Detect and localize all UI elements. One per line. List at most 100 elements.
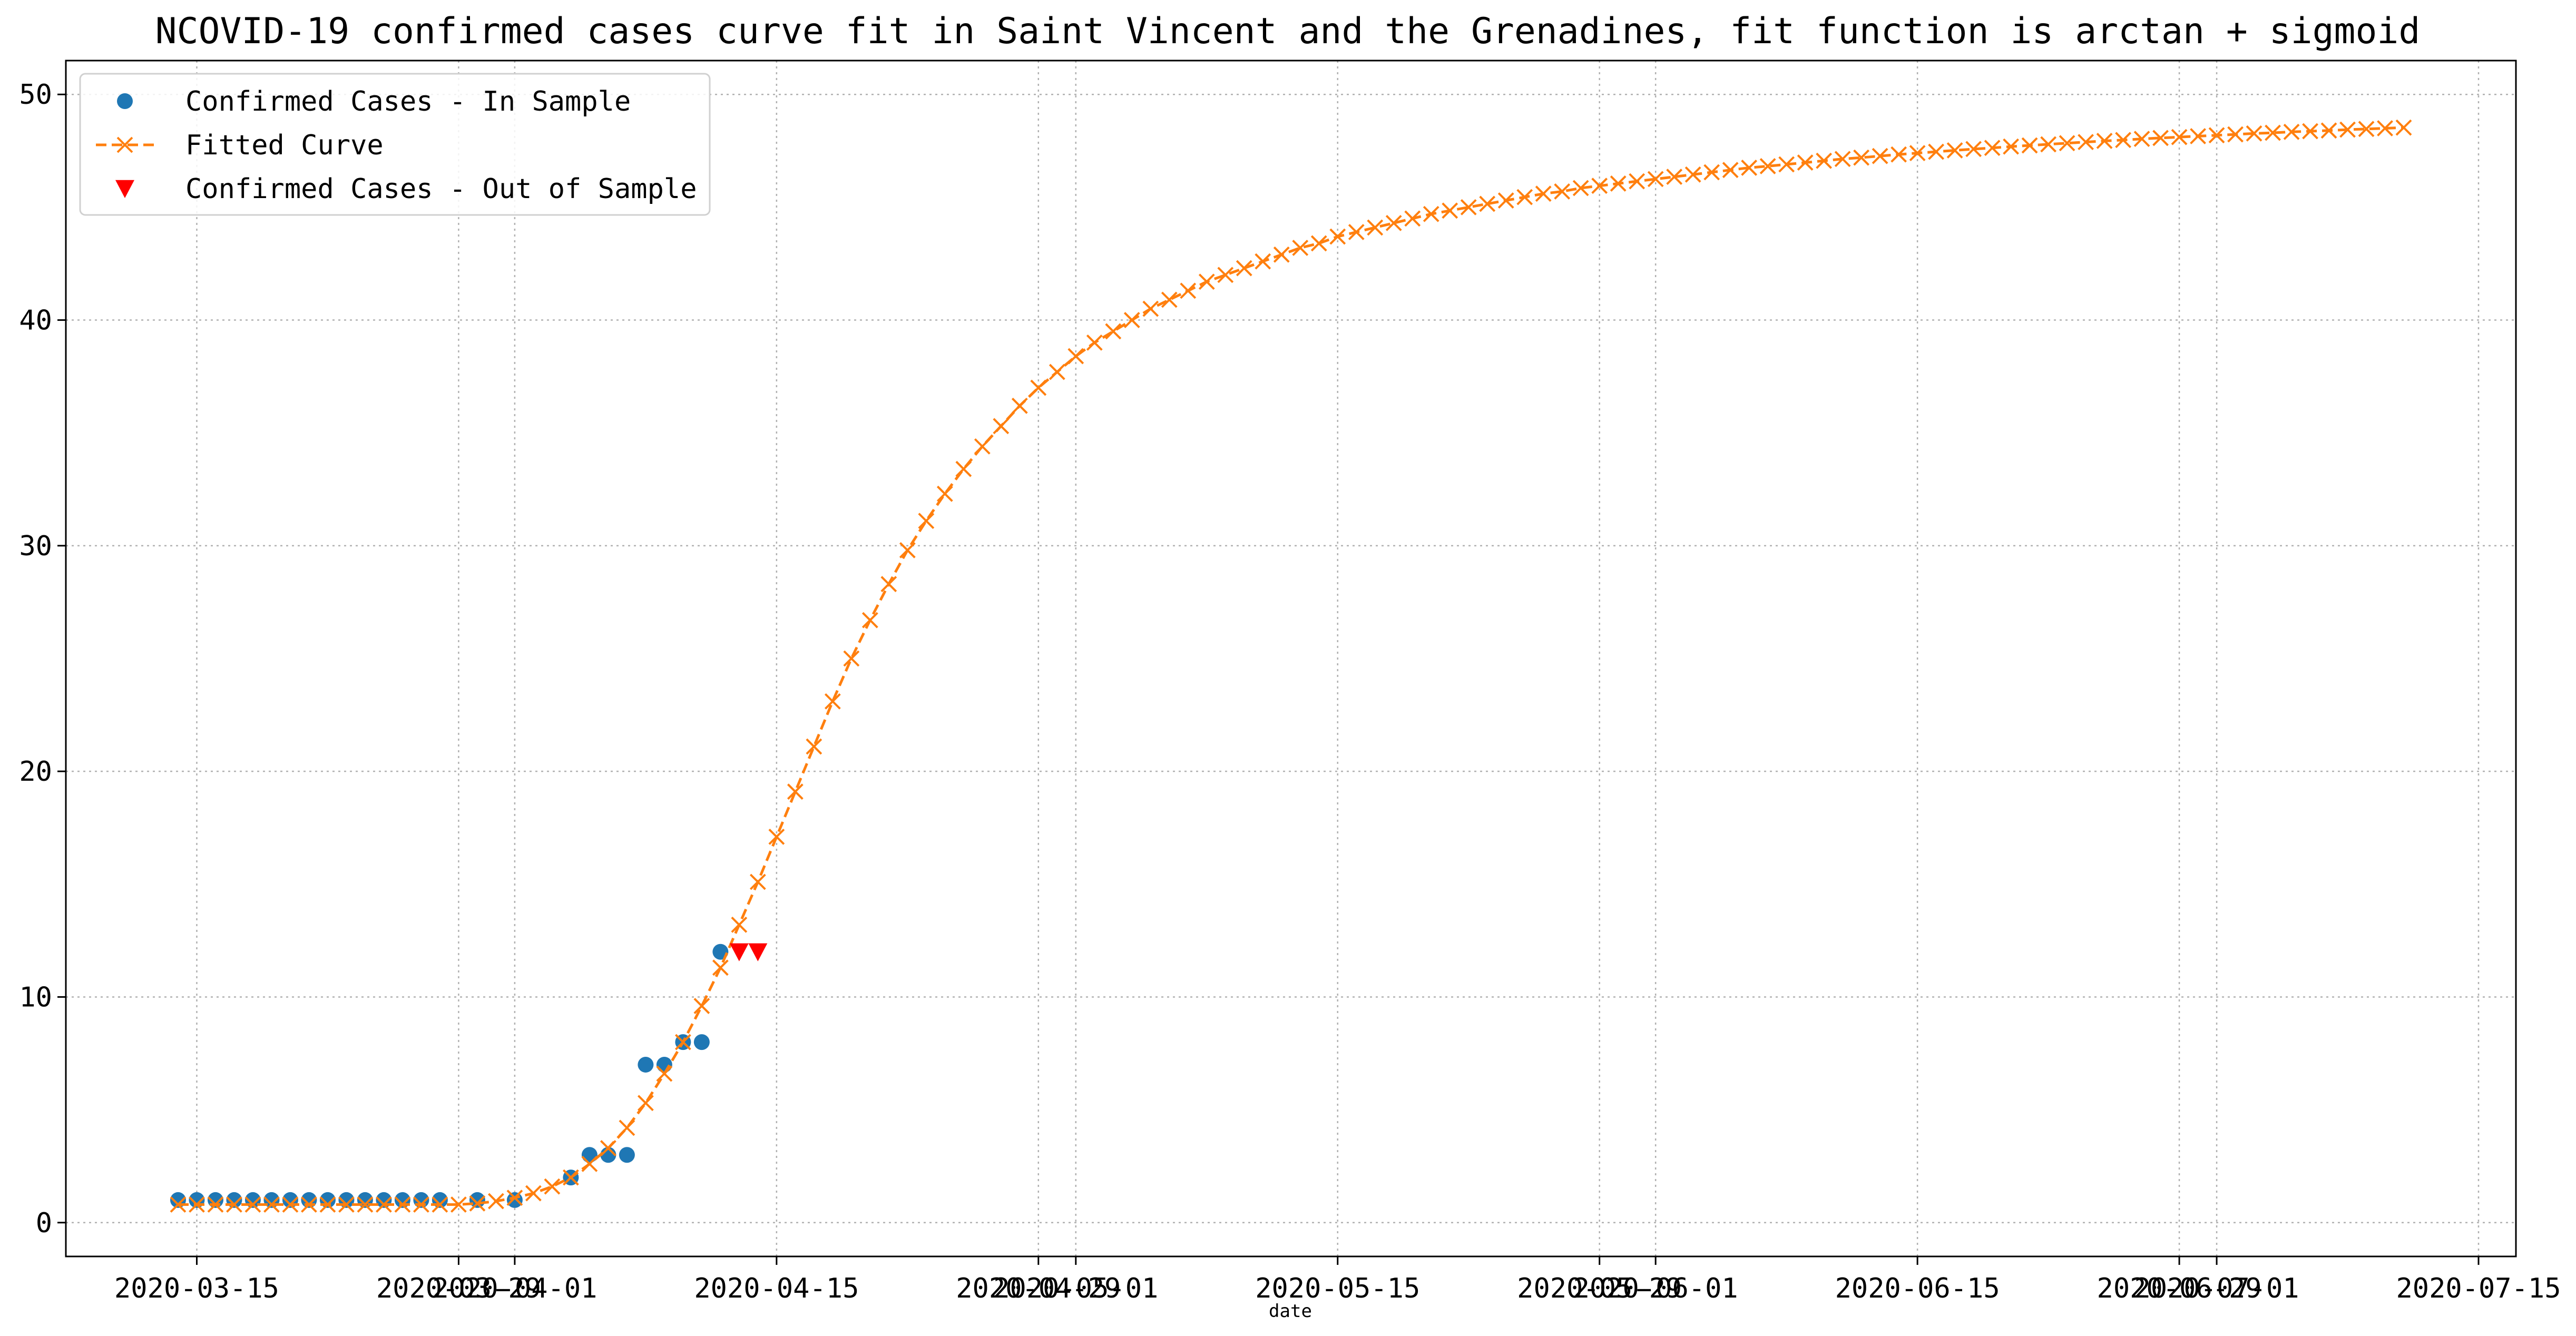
- ticks: 0 10 20 30 40 50 2020-03-15 2020-03-292020-04-0…: [19, 79, 2561, 1304]
- fitted-point: [1909, 145, 1926, 162]
- fitted-point: [674, 1034, 691, 1050]
- fitted-point: [1816, 152, 1833, 169]
- fitted-point: [432, 1196, 448, 1213]
- fitted-point: [1946, 142, 1963, 159]
- legend-label: Fitted Curve: [185, 130, 384, 161]
- in-sample-point: [506, 1192, 523, 1208]
- x-tick-label: 2020-04-29: [956, 1273, 1121, 1304]
- fitted-point: [1797, 154, 1814, 171]
- fitted-point: [843, 650, 860, 667]
- x-tick-label: 2020-07-01: [2134, 1273, 2299, 1304]
- fitted-point: [1292, 240, 1309, 256]
- fitted-point: [600, 1140, 616, 1156]
- fitted-point: [1105, 323, 1122, 340]
- fitted-point: [506, 1190, 523, 1206]
- fitted-point: [768, 828, 785, 845]
- fitted-point: [1834, 151, 1851, 168]
- fitted-point: [1722, 162, 1739, 179]
- fitted-point: [319, 1196, 336, 1213]
- fitted-point: [189, 1196, 205, 1213]
- legend-box: [79, 73, 711, 216]
- fitted-point: [1703, 164, 1720, 181]
- fitted-point: [581, 1155, 598, 1172]
- legend-marker: [115, 180, 134, 198]
- fitted-point: [1872, 148, 1888, 164]
- fitted-point: [562, 1169, 579, 1186]
- plot-frame: [65, 60, 2517, 1258]
- x-tick-label: 2020-06-15: [1835, 1273, 2000, 1304]
- legend-label: Confirmed Cases - In Sample: [185, 86, 631, 117]
- fitted-point: [1217, 267, 1234, 283]
- fitted-point: [2283, 123, 2300, 140]
- fitted-point: [1984, 140, 2001, 156]
- legend-marker: [116, 136, 133, 153]
- fitted-point: [357, 1196, 374, 1213]
- fitted-point: [899, 542, 916, 558]
- fitted-point: [2358, 121, 2375, 137]
- fitted-point: [1329, 228, 1346, 245]
- fitted-point: [544, 1178, 561, 1195]
- fitted-point: [244, 1196, 261, 1213]
- fitted-point: [1348, 224, 1365, 240]
- series-1: [170, 119, 2412, 1213]
- x-tick-label: 2020-07-15: [2396, 1273, 2561, 1304]
- fitted-point: [880, 576, 897, 593]
- fitted-point: [1049, 364, 1065, 380]
- fitted-point: [1535, 185, 1552, 202]
- fitted-point: [207, 1196, 224, 1213]
- legend-entry: Confirmed Cases - In Sample: [117, 86, 631, 117]
- fitted-point: [2339, 121, 2356, 138]
- fitted-point: [469, 1195, 486, 1212]
- fitted-point: [2377, 120, 2393, 136]
- fitted-point: [1442, 202, 1458, 219]
- fitted-point: [1198, 273, 1215, 290]
- fitted-point: [2021, 137, 2038, 154]
- fitted-point: [2003, 138, 2020, 155]
- x-axis-label: date: [1269, 1301, 1312, 1322]
- fitted-point: [1161, 291, 1178, 308]
- fitted-point: [1011, 397, 1028, 414]
- fitted-point: [1928, 143, 1945, 160]
- fitted-point: [1142, 300, 1159, 317]
- fitted-point: [525, 1185, 542, 1202]
- y-tick-label: 40: [19, 305, 52, 337]
- fitted-point: [1684, 166, 1701, 183]
- in-sample-point: [656, 1056, 672, 1073]
- fitted-point: [2171, 129, 2188, 145]
- fitted-point: [1255, 253, 1271, 270]
- fitted-point: [1367, 219, 1384, 236]
- x-tick-label: 2020-06-29: [2097, 1273, 2262, 1304]
- fitted-point: [2302, 123, 2318, 140]
- fitted-point: [2115, 132, 2131, 149]
- fitted-point: [974, 438, 991, 455]
- legend-label: Confirmed Cases - Out of Sample: [185, 173, 697, 205]
- fitted-point: [1479, 195, 1496, 212]
- in-sample-point: [581, 1147, 598, 1163]
- fitted-point: [731, 916, 748, 933]
- fitted-point: [2246, 125, 2262, 142]
- fitted-point: [450, 1196, 467, 1213]
- fitted-curve-line: [178, 126, 2404, 1206]
- fitted-point: [2208, 127, 2225, 144]
- out-of-sample-point: [748, 943, 768, 961]
- fitted-point: [1180, 282, 1197, 299]
- series-2: [729, 943, 768, 961]
- fitted-point: [1030, 379, 1047, 396]
- fitted-point: [2227, 126, 2244, 143]
- chart-title: NCOVID-19 confirmed cases curve fit in S…: [155, 11, 2421, 52]
- fitted-point: [2133, 131, 2150, 148]
- fitted-point: [1516, 189, 1533, 205]
- fitted-point: [1460, 199, 1477, 215]
- fitted-point: [1554, 183, 1571, 200]
- fitted-point: [1759, 158, 1776, 174]
- fitted-point: [1236, 260, 1252, 277]
- y-tick-label: 30: [19, 531, 52, 562]
- fitted-point: [1666, 169, 1683, 185]
- fitted-point: [619, 1119, 635, 1136]
- fitted-point: [749, 873, 766, 890]
- fitted-point: [656, 1065, 673, 1082]
- fitted-point: [918, 513, 935, 529]
- fitted-point: [1647, 171, 1664, 188]
